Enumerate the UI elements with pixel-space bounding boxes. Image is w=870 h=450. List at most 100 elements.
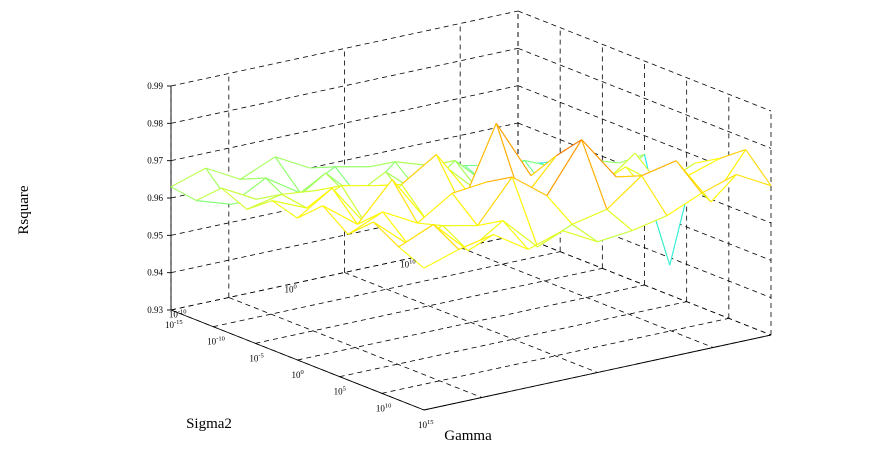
z-tick-label-2: 0.95 bbox=[147, 230, 163, 240]
surface-edge bbox=[581, 139, 608, 210]
surface-edge bbox=[685, 157, 721, 178]
surface-edge bbox=[357, 211, 384, 225]
surface-edge bbox=[281, 193, 308, 209]
surface-face bbox=[512, 177, 573, 247]
floor-gridline-y-1 bbox=[228, 297, 482, 398]
surface-face bbox=[332, 179, 393, 226]
surface-edge bbox=[265, 177, 301, 194]
surface-face bbox=[685, 149, 746, 202]
surface-face bbox=[537, 224, 598, 247]
surface-face bbox=[297, 188, 358, 225]
surface-edge bbox=[331, 187, 358, 225]
surface-edge bbox=[240, 156, 276, 180]
surface-edge bbox=[382, 211, 409, 245]
left-wall-gridline-6 bbox=[170, 10, 519, 87]
surface-edge bbox=[246, 193, 282, 210]
surface-edge bbox=[221, 187, 248, 210]
surface-face bbox=[420, 160, 481, 195]
surface-face bbox=[240, 156, 301, 193]
surface-edge bbox=[546, 139, 583, 196]
z-tick-label-4: 0.97 bbox=[147, 156, 163, 166]
surface-edge bbox=[511, 176, 539, 247]
surface-face bbox=[382, 212, 443, 245]
surface-face bbox=[442, 220, 503, 251]
surface-edge bbox=[502, 220, 538, 248]
z-axis-label: Rsquare bbox=[16, 185, 32, 234]
surface-edge bbox=[281, 190, 317, 195]
x-axis-line bbox=[170, 309, 425, 411]
z-tick-label-5: 0.98 bbox=[147, 118, 163, 128]
surface-face bbox=[606, 175, 667, 231]
y-axis-label: Sigma2 bbox=[186, 416, 232, 432]
surface-edge bbox=[398, 224, 434, 248]
y-tick-label-1: 100 bbox=[285, 284, 297, 295]
surface-edge bbox=[391, 179, 428, 221]
surface-face bbox=[452, 177, 513, 226]
surface-edge bbox=[631, 215, 668, 232]
surface-edge bbox=[274, 156, 301, 194]
surface-edge bbox=[486, 176, 513, 183]
surface-edge bbox=[417, 192, 453, 224]
surface-face bbox=[546, 139, 607, 225]
left-wall-gridline-5 bbox=[170, 47, 519, 124]
surface-edge bbox=[170, 167, 206, 188]
surface-edge bbox=[170, 186, 197, 202]
surface-edge bbox=[272, 200, 308, 209]
surface-edge bbox=[571, 208, 608, 225]
floor-gridline-y-2 bbox=[344, 272, 598, 373]
surface-edge bbox=[369, 161, 396, 168]
surface-edge bbox=[274, 156, 310, 169]
surface-face bbox=[357, 179, 418, 225]
surface-edge bbox=[442, 225, 469, 251]
surface-edge bbox=[745, 149, 772, 186]
surface-edge bbox=[493, 233, 529, 250]
x-tick-label-6: 1015 bbox=[418, 419, 434, 430]
surface-edge bbox=[537, 230, 564, 248]
y-tick-label-0: 10-10 bbox=[169, 309, 187, 320]
tick-labels: 0.930.940.950.960.970.980.9910-1510-1010… bbox=[147, 81, 433, 430]
surface-edge bbox=[391, 179, 418, 224]
surface-edge bbox=[271, 200, 298, 219]
surface-edge bbox=[205, 167, 241, 180]
x-axis-label: Gamma bbox=[444, 428, 492, 444]
surface-edge bbox=[701, 174, 737, 194]
x-tick-label-2: 10-5 bbox=[249, 352, 263, 363]
surface-edge bbox=[423, 248, 459, 269]
surface-edge bbox=[373, 221, 400, 248]
surface-edge bbox=[458, 233, 494, 250]
surface-face bbox=[477, 177, 538, 247]
surface-edge bbox=[736, 173, 772, 187]
surface-mesh bbox=[170, 123, 772, 269]
surface-edge bbox=[433, 224, 460, 250]
surface-edge bbox=[401, 184, 428, 221]
surface-edge bbox=[347, 211, 384, 235]
surface-edge bbox=[196, 199, 232, 205]
surface-edge bbox=[694, 157, 721, 164]
surface-edge bbox=[297, 187, 333, 219]
surface-face bbox=[445, 158, 506, 196]
surface-edge bbox=[256, 193, 282, 200]
surface-edge bbox=[720, 149, 746, 159]
surface-face bbox=[600, 153, 661, 187]
surface-face bbox=[322, 205, 383, 235]
surface-edge bbox=[597, 230, 633, 243]
surface-edge bbox=[606, 208, 633, 232]
x-tick-label-5: 1010 bbox=[376, 402, 392, 413]
surface-edge bbox=[316, 185, 342, 192]
z-tick-label-0: 0.93 bbox=[147, 305, 163, 315]
right-floor-edge bbox=[423, 334, 772, 411]
surface-face bbox=[300, 166, 361, 200]
surface-edge bbox=[433, 224, 469, 252]
surface-face bbox=[335, 161, 396, 200]
surface-edge bbox=[221, 187, 257, 200]
surface-edge bbox=[562, 230, 598, 243]
surface-edge bbox=[556, 139, 582, 157]
surface-edge bbox=[417, 222, 443, 227]
surface-face bbox=[572, 209, 633, 242]
surface-edge bbox=[401, 154, 437, 185]
z-tick-label-6: 0.99 bbox=[147, 81, 163, 91]
surface-edge bbox=[309, 166, 336, 169]
surface-edge bbox=[641, 160, 677, 177]
surface-face bbox=[275, 156, 336, 193]
